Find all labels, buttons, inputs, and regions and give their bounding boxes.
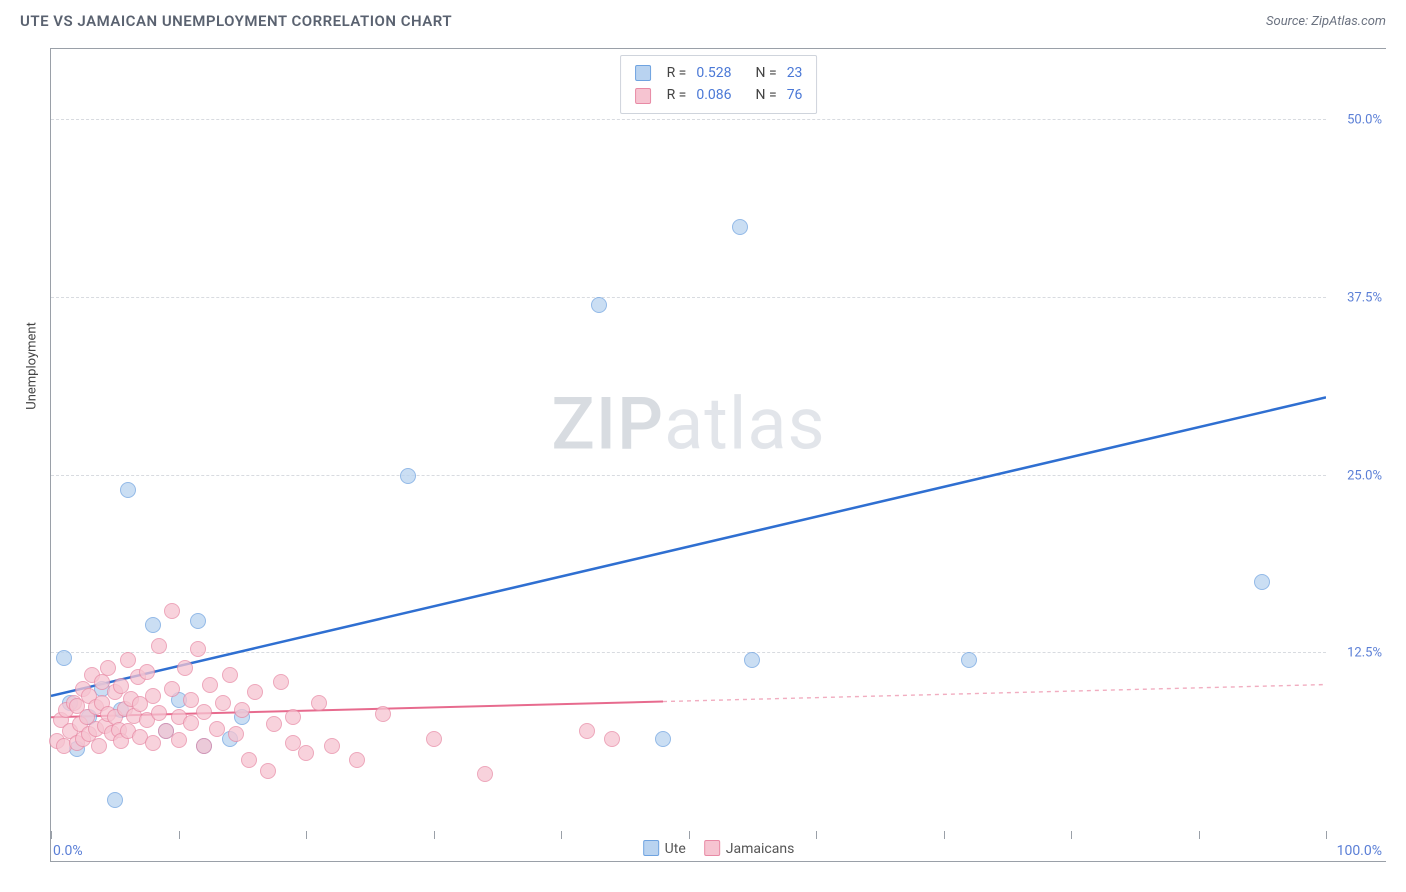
data-point-jamaicans [100,660,116,676]
x-tick [689,831,690,839]
x-min-label: 0.0% [53,843,83,859]
legend-r-value: 0.086 [696,84,731,106]
legend-n-value: 23 [787,62,803,84]
data-point-jamaicans [241,752,257,768]
legend-row: R = 0.086 N = 76 [635,84,803,106]
data-point-jamaicans [604,731,620,747]
legend-r-label: R = [667,84,687,106]
data-point-ute [145,617,161,633]
chart-header: UTE VS JAMAICAN UNEMPLOYMENT CORRELATION… [0,0,1406,38]
data-point-jamaicans [579,723,595,739]
data-point-jamaicans [426,731,442,747]
data-point-jamaicans [209,721,225,737]
data-point-jamaicans [139,664,155,680]
correlation-legend: R = 0.528 N = 23 R = 0.086 N = 76 [620,55,818,114]
data-point-jamaicans [164,603,180,619]
x-tick [179,831,180,839]
legend-n-label: N = [756,62,777,84]
x-tick [944,831,945,839]
y-tick-label: 37.5% [1347,290,1382,305]
data-point-jamaicans [145,735,161,751]
gridline-h: 50.0% [51,119,1326,120]
x-tick [1199,831,1200,839]
x-max-label: 100.0% [1337,843,1382,859]
data-point-jamaicans [215,695,231,711]
legend-n-label: N = [756,84,777,106]
data-point-ute [400,468,416,484]
data-point-jamaicans [202,677,218,693]
x-tick [561,831,562,839]
data-point-jamaicans [196,738,212,754]
data-point-jamaicans [324,738,340,754]
chart-container: ZIPatlas 12.5% 25.0% 37.5% 50.0% R = 0.528 N… [50,48,1386,862]
legend-label: Jamaicans [726,841,795,857]
x-tick [816,831,817,839]
x-tick [1326,831,1327,839]
gridline-h: 12.5% [51,652,1326,653]
data-point-jamaicans [177,660,193,676]
data-point-jamaicans [151,638,167,654]
data-point-ute [107,792,123,808]
legend-swatch [635,88,651,104]
watermark: ZIPatlas [551,382,825,467]
data-point-jamaicans [349,752,365,768]
data-point-ute [732,219,748,235]
data-point-jamaicans [120,652,136,668]
data-point-jamaicans [228,726,244,742]
x-tick [306,831,307,839]
data-point-ute [120,482,136,498]
y-tick-label: 25.0% [1347,468,1382,483]
data-point-jamaicans [91,738,107,754]
gridline-h: 37.5% [51,297,1326,298]
data-point-jamaicans [171,732,187,748]
x-tick [1071,831,1072,839]
data-point-jamaicans [266,716,282,732]
data-point-jamaicans [311,695,327,711]
x-tick [434,831,435,839]
data-point-ute [744,652,760,668]
data-point-jamaicans [298,745,314,761]
data-point-ute [1254,574,1270,590]
data-point-jamaicans [234,702,250,718]
data-point-jamaicans [190,641,206,657]
chart-source: Source: ZipAtlas.com [1266,14,1386,29]
data-point-jamaicans [285,709,301,725]
legend-swatch [635,65,651,81]
y-tick-label: 50.0% [1347,113,1382,128]
gridline-h: 25.0% [51,475,1326,476]
data-point-jamaicans [222,667,238,683]
legend-item: Jamaicans [704,840,795,857]
data-point-jamaicans [247,684,263,700]
data-point-jamaicans [196,704,212,720]
data-point-jamaicans [151,705,167,721]
data-point-jamaicans [164,681,180,697]
y-tick-label: 12.5% [1347,646,1382,661]
legend-swatch [704,840,720,856]
data-point-ute [56,650,72,666]
legend-r-label: R = [667,62,687,84]
data-point-jamaicans [477,766,493,782]
legend-n-value: 76 [787,84,803,106]
chart-title: UTE VS JAMAICAN UNEMPLOYMENT CORRELATION… [20,12,452,30]
legend-item: Ute [643,840,686,857]
data-point-ute [591,297,607,313]
data-point-ute [655,731,671,747]
y-axis-title: Unemployment [25,322,40,410]
legend-label: Ute [665,841,686,857]
data-point-jamaicans [273,674,289,690]
data-point-ute [190,613,206,629]
data-point-jamaicans [145,688,161,704]
x-tick [51,831,52,839]
data-point-ute [961,652,977,668]
legend-row: R = 0.528 N = 23 [635,62,803,84]
data-point-jamaicans [183,715,199,731]
series-legend: Ute Jamaicans [643,840,795,857]
legend-r-value: 0.528 [696,62,731,84]
legend-swatch [643,840,659,856]
plot-area: ZIPatlas 12.5% 25.0% 37.5% 50.0% [51,49,1326,831]
data-point-jamaicans [375,706,391,722]
data-point-jamaicans [260,763,276,779]
